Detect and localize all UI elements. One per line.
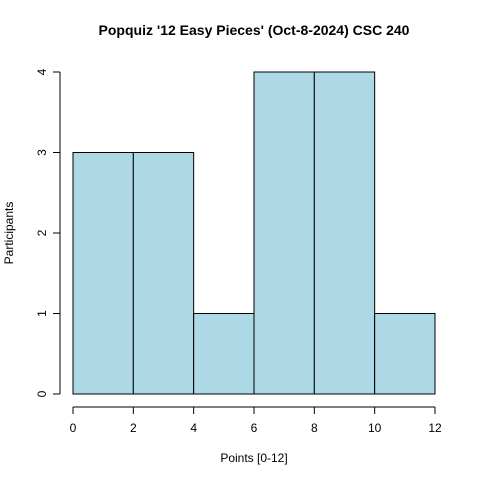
y-tick-label: 3 bbox=[35, 149, 49, 156]
histogram-bar bbox=[72, 152, 134, 395]
y-axis: 0 1 2 3 4 bbox=[35, 68, 61, 397]
x-tick-label: 0 bbox=[70, 421, 77, 435]
bars-group bbox=[72, 71, 436, 395]
x-tick-label: 2 bbox=[130, 421, 137, 435]
y-tick-label: 2 bbox=[35, 229, 49, 236]
histogram-bar bbox=[132, 152, 195, 395]
histogram-bar bbox=[374, 313, 436, 395]
y-tick-label: 0 bbox=[35, 390, 49, 397]
histogram-bar bbox=[193, 313, 255, 395]
histogram-bar bbox=[253, 71, 315, 395]
x-tick-label: 4 bbox=[190, 421, 197, 435]
chart-title: Popquiz '12 Easy Pieces' (Oct-8-2024) CS… bbox=[99, 22, 410, 38]
x-tick-label: 10 bbox=[368, 421, 382, 435]
y-tick-label: 1 bbox=[35, 310, 49, 317]
x-tick-label: 6 bbox=[251, 421, 258, 435]
x-axis-label: Points [0-12] bbox=[220, 451, 287, 465]
x-axis: 0 2 4 6 8 10 12 bbox=[70, 406, 442, 435]
x-tick-label: 12 bbox=[428, 421, 442, 435]
histogram-bar bbox=[313, 71, 376, 395]
y-axis-label: Participants bbox=[2, 202, 16, 265]
x-tick-label: 8 bbox=[311, 421, 318, 435]
y-tick-label: 4 bbox=[35, 68, 49, 75]
